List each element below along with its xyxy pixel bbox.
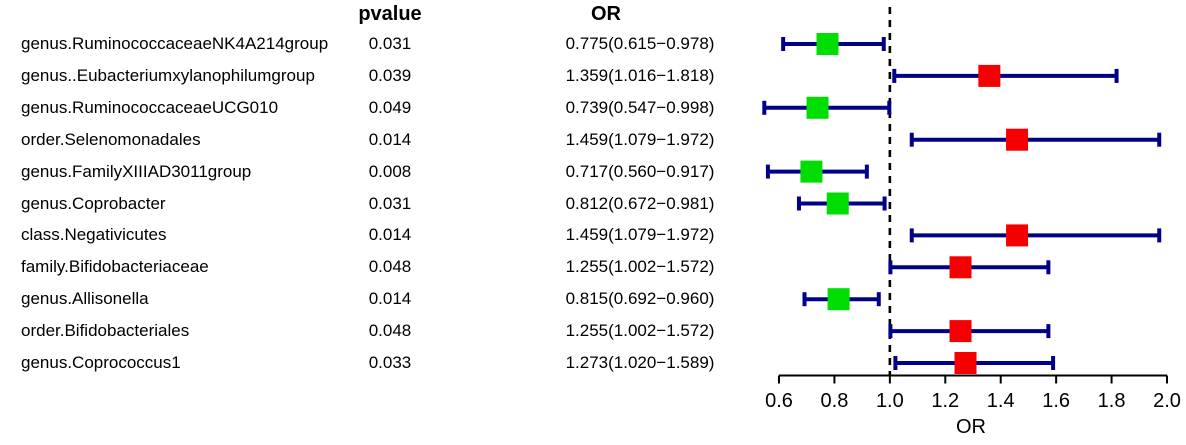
or-ci-cell: 1.459(1.079−1.972) [565, 225, 715, 245]
pvalue-cell: 0.031 [368, 193, 412, 213]
or-column-header: OR [591, 3, 621, 25]
x-tick-label: 0.6 [765, 390, 793, 412]
taxon-label: order.Selenomonadales [21, 129, 201, 149]
or-ci-cell: 0.739(0.547−0.998) [565, 97, 715, 117]
taxon-label: family.Bifidobacteriaceae [21, 257, 209, 277]
or-box-risk [954, 352, 977, 374]
pvalue-cell: 0.039 [368, 65, 412, 85]
pvalue-cell: 0.014 [368, 289, 412, 309]
or-ci-cell: 0.775(0.615−0.978) [565, 34, 715, 53]
pvalue-cell: 0.014 [368, 129, 412, 149]
pvalue-cell: 0.049 [368, 97, 412, 117]
or-ci-cell: 0.812(0.672−0.981) [565, 193, 715, 213]
taxon-label: genus.Allisonella [21, 289, 149, 309]
x-tick-label: 1.2 [931, 390, 959, 412]
or-ci-cell: 1.255(1.002−1.572) [565, 257, 715, 277]
or-ci-cell: 0.815(0.692−0.960) [565, 289, 715, 309]
or-box-risk [949, 256, 972, 279]
pvalue-cell: 0.031 [368, 34, 412, 53]
or-ci-cell: 0.717(0.560−0.917) [565, 161, 715, 181]
or-ci-cell: 1.359(1.016−1.818) [565, 65, 715, 85]
or-box-risk [978, 64, 1001, 87]
or-box-protective [827, 288, 850, 311]
x-tick-label: 1.0 [876, 390, 904, 412]
or-ci-cell: 1.255(1.002−1.572) [565, 321, 715, 341]
x-axis-title: OR [956, 416, 986, 438]
taxon-label: genus.Coprobacter [21, 193, 166, 213]
x-tick-label: 1.8 [1098, 390, 1126, 412]
pvalue-cell: 0.033 [368, 353, 412, 372]
pvalue-column-header: pvalue [358, 3, 422, 25]
or-ci-cell: 1.459(1.079−1.972) [565, 129, 715, 149]
or-box-risk [1006, 128, 1029, 151]
taxon-label: genus.RuminococcaceaeNK4A214group [21, 34, 329, 53]
pvalue-cell: 0.048 [368, 321, 412, 341]
pvalue-cell: 0.008 [368, 161, 412, 181]
or-box-protective [826, 192, 849, 215]
x-tick-label: 1.6 [1042, 390, 1070, 412]
taxon-label: genus.Coprococcus1 [21, 353, 181, 372]
or-box-risk [1006, 224, 1029, 247]
taxon-label: order.Bifidobacteriales [21, 321, 190, 341]
or-ci-cell: 1.273(1.020−1.589) [565, 353, 715, 372]
or-box-protective [806, 96, 829, 119]
taxon-label: class.Negativicutes [21, 225, 167, 245]
pvalue-cell: 0.014 [368, 225, 412, 245]
or-box-protective [800, 160, 823, 183]
taxon-label: genus.RuminococcaceaeUCG010 [21, 97, 279, 117]
pvalue-cell: 0.048 [368, 257, 412, 277]
x-tick-label: 1.4 [987, 390, 1015, 412]
x-tick-label: 0.8 [821, 390, 849, 412]
or-box-risk [949, 320, 972, 343]
x-tick-label: 2.0 [1153, 390, 1181, 412]
taxon-label: genus..Eubacteriumxylanophilumgroup [21, 65, 315, 85]
or-box-protective [816, 33, 839, 55]
taxon-label: genus.FamilyXIIIAD3011group [21, 161, 252, 181]
